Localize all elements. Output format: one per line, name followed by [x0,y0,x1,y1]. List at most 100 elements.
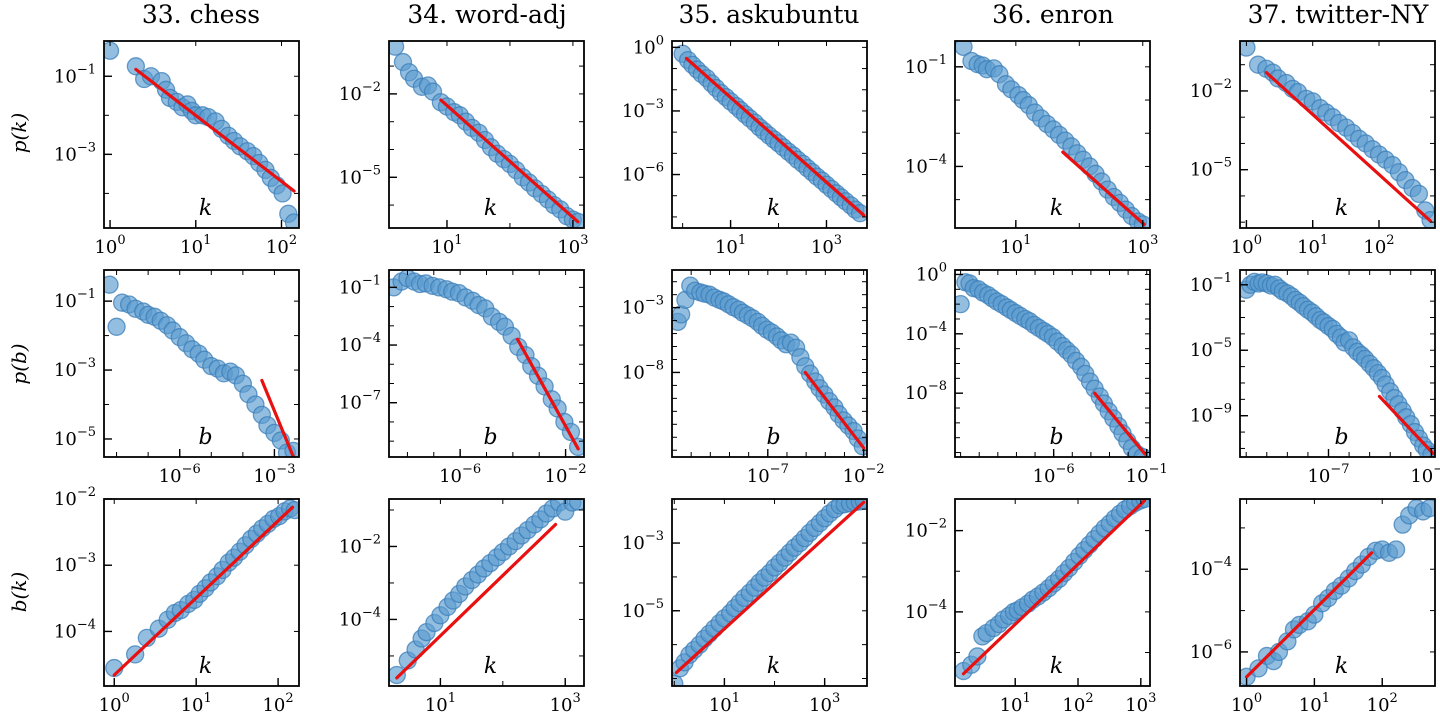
x-tick-label: 10−6 [1033,462,1075,487]
inner-axis-label: b [1049,425,1063,450]
inner-axis-label: k [199,654,212,679]
y-tick-label: 10−8 [622,358,664,383]
fit-line [1377,394,1435,455]
fit-line [515,337,580,451]
panel-33-chess-p-k: 100 101 102 10−1 10−3 k [54,40,300,258]
x-tick-label: 101 [180,233,211,258]
fit-line [803,370,866,450]
x-tick-label: 103 [557,233,588,258]
y-tick-label: 10−5 [54,425,96,450]
y-tick-label: 10−3 [622,294,664,319]
y-tick-label: 10−6 [622,161,664,186]
plot-frame [1239,40,1436,229]
plot-frame [388,498,585,687]
plot-frame [103,269,300,458]
panel-37-twitter-ny-b-k: 100 101 102 10−4 10−6 k [1190,498,1436,716]
y-tick-label: 10−4 [339,331,381,356]
data-points [672,499,867,686]
inner-axis-label: b [766,425,780,450]
y-tick-label: 10−4 [54,617,96,642]
data-points [389,270,584,457]
data-points [1240,41,1435,228]
inner-axis-label: k [1050,654,1063,679]
y-tick-label: 10−5 [1190,156,1232,181]
row-ylabels: p(k) p(b) b(k) [7,113,31,613]
inner-axis-label: k [767,654,780,679]
x-tick-label: 100 [94,233,125,258]
y-tick-label: 10−1 [905,53,947,78]
data-point [1249,659,1268,678]
x-tick-label: 102 [1363,233,1394,258]
x-tick-label: 101 [1000,691,1031,716]
y-tick-label: 10−1 [54,287,96,312]
data-points [955,273,1150,457]
data-point [568,499,584,511]
y-tick-label: 10−1 [339,273,381,298]
plot-frame [954,269,1151,458]
panel-35-askubuntu-p-k: 101 103 100 10−3 10−6 k [622,33,868,258]
x-tick-label: 102 [266,233,297,258]
x-tick-label: 10−7 [747,462,789,487]
y-tick-label: 100 [633,33,664,58]
fit-line [439,98,580,224]
y-tick-label: 100 [916,260,947,285]
fit-line [1093,391,1147,456]
plot-frame [103,498,300,687]
inner-axis-label: k [199,196,212,221]
plot-frame [388,269,585,458]
column-title-chess: 33. chess [142,0,260,29]
column-titles: 33. chess 34. word-adj 35. askubuntu 36.… [142,0,1429,29]
data-point [126,57,146,76]
x-tick-label: 103 [550,691,581,716]
y-tick-label: 10−3 [54,140,96,165]
y-tick-label: 10−2 [54,485,96,510]
data-point [1240,41,1256,57]
plot-frame [1239,269,1436,458]
y-tick-label: 10−1 [1190,271,1232,296]
panels: 100 101 102 10−1 10−3 k 101 103 10−2 10−5 k 101 103 1… [54,33,1440,716]
y-tick-label: 10−5 [339,163,381,188]
panel-34-word-adj-p-b: 10−6 10−2 10−1 10−4 10−7 b [339,269,587,487]
data-points [104,275,299,457]
x-tick-label: 10−1 [1126,462,1168,487]
x-tick-label: 103 [811,233,842,258]
y-tick-label: 10−2 [339,80,381,105]
data-point [104,275,119,294]
y-tick-label: 10−4 [339,605,381,630]
y-tick-label: 10−3 [54,551,96,576]
inner-axis-label: b [1334,425,1348,450]
plot-frame [671,269,868,458]
data-point [389,41,405,56]
panel-36-enron-b-k: 101 102 103 10−2 10−4 k [905,498,1156,716]
fit-line [1264,71,1433,223]
data-point [389,665,406,685]
panel-34-word-adj-b-k: 101 103 10−2 10−4 k [339,498,585,716]
plot-frame [954,498,1151,687]
data-points [955,41,1150,228]
x-tick-label: 102 [262,691,293,716]
panel-37-twitter-ny-p-b: 10−7 10−2 10−1 10−5 10−9 b [1190,269,1440,487]
inner-axis-label: k [1335,196,1348,221]
panel-34-word-adj-p-k: 101 103 10−2 10−5 k [339,40,589,258]
x-tick-label: 101 [1000,233,1031,258]
inner-axis-label: k [1050,196,1063,221]
y-tick-label: 10−4 [905,320,947,345]
fit-line [961,499,1147,676]
data-point [273,184,292,203]
data-point [107,317,126,336]
fit-line [684,56,866,217]
x-tick-label: 102 [1367,691,1398,716]
data-point [955,294,970,314]
x-tick-label: 10−3 [253,462,295,487]
x-tick-label: 100 [1231,691,1262,716]
x-tick-label: 103 [809,691,840,716]
y-tick-label: 10−2 [339,532,381,557]
panel-33-chess-p-b: 10−6 10−3 10−1 10−3 10−5 b [54,269,300,487]
inner-axis-label: k [484,196,497,221]
fit-line [395,522,558,680]
plot-frame [671,498,868,687]
y-tick-label: 10−3 [622,97,664,122]
x-tick-label: 103 [1127,233,1158,258]
plot-frame [1239,498,1436,687]
